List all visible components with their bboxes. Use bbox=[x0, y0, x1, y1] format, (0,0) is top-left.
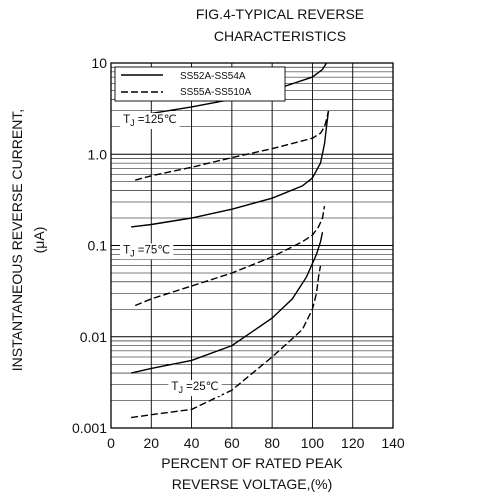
curve-ss52a-ss54a-25c bbox=[130, 232, 324, 374]
legend-box bbox=[114, 66, 286, 102]
y-axis-title-line-1: INSTANTANEOUS REVERSE CURRENT, bbox=[9, 109, 25, 371]
curve-ss52a-ss54a-75c bbox=[131, 110, 330, 228]
x-tick-label-40: 40 bbox=[184, 435, 200, 451]
annotation-label: TJ =75℃ bbox=[123, 244, 170, 258]
legend: SS52A-SS54A SS55A-SS510A bbox=[114, 66, 286, 102]
legend-label-ss52a-ss54a: SS52A-SS54A bbox=[180, 71, 246, 82]
annotation-background bbox=[168, 380, 222, 397]
curve-ss55a-ss510a-125c bbox=[135, 110, 330, 181]
x-tick-label-140: 140 bbox=[381, 435, 405, 451]
chart-title-line-2: CHARACTERISTICS bbox=[214, 28, 346, 44]
annotation-tj-0: TJ =125℃ bbox=[120, 113, 180, 130]
y-axis-title-line-2: (μA) bbox=[31, 227, 47, 254]
annotation-tj-2: TJ =25℃ bbox=[168, 380, 222, 397]
x-tick-labels: 0 20 40 60 80 100 120 140 bbox=[107, 435, 405, 451]
series-curves bbox=[130, 63, 330, 419]
x-tick-label-100: 100 bbox=[301, 435, 325, 451]
x-tick-label-20: 20 bbox=[143, 435, 159, 451]
curve-ss55a-ss510a-25c bbox=[131, 265, 322, 419]
y-tick-label-0.01: 0.01 bbox=[80, 329, 107, 345]
y-tick-labels: 0.001 0.01 0.1 1.0 10 bbox=[72, 55, 107, 436]
y-tick-label-0.1: 0.1 bbox=[88, 238, 108, 254]
annotation-background bbox=[120, 113, 180, 130]
annotation-label: TJ =25℃ bbox=[171, 381, 218, 395]
y-tick-label-1.0: 1.0 bbox=[88, 146, 108, 162]
plot-frame bbox=[110, 62, 394, 429]
x-tick-label-120: 120 bbox=[341, 435, 365, 451]
annotation-background bbox=[120, 243, 174, 260]
y-tick-label-0.001: 0.001 bbox=[72, 420, 107, 436]
x-axis-title-line-1: PERCENT OF RATED PEAK bbox=[161, 455, 343, 471]
legend-label-ss55a-ss510a: SS55A-SS510A bbox=[180, 87, 251, 98]
annotation-label: TJ =125℃ bbox=[123, 114, 177, 128]
chart-title-line-1: FIG.4-TYPICAL REVERSE bbox=[196, 6, 364, 22]
x-tick-label-80: 80 bbox=[264, 435, 280, 451]
x-tick-label-0: 0 bbox=[107, 435, 115, 451]
y-tick-label-10: 10 bbox=[91, 55, 107, 71]
temperature-annotations: TJ =125℃ TJ =75℃ TJ =25℃ bbox=[120, 113, 222, 397]
x-tick-label-60: 60 bbox=[224, 435, 240, 451]
annotation-tj-1: TJ =75℃ bbox=[120, 243, 174, 260]
curve-ss55a-ss510a-75c bbox=[134, 205, 326, 307]
plot-grid bbox=[111, 63, 393, 428]
x-axis-title-line-2: REVERSE VOLTAGE,(%) bbox=[172, 476, 333, 492]
